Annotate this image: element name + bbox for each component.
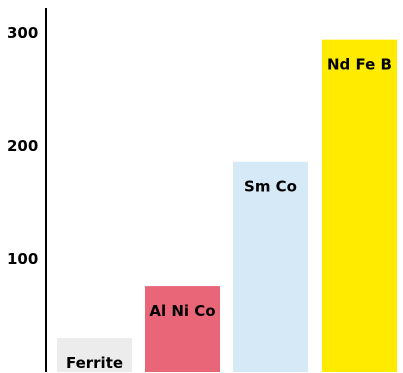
bar-nd-fe-b [322,39,397,373]
bar-label-ferrite: Ferrite [66,354,123,372]
bar-sm-co [233,161,308,372]
y-tick-labels: 100 200 300 [7,24,38,268]
y-tick-label-100: 100 [7,250,38,268]
bar-al-ni-co [145,286,220,372]
bar-ferrite [57,338,132,372]
bars [57,39,397,373]
bar-labels: Ferrite Al Ni Co Sm Co Nd Fe B [66,56,392,372]
y-tick-label-200: 200 [7,137,38,155]
bar-label-al-ni-co: Al Ni Co [149,302,215,320]
y-tick-label-300: 300 [7,24,38,42]
bar-label-nd-fe-b: Nd Fe B [327,56,392,74]
bar-label-sm-co: Sm Co [244,178,297,196]
